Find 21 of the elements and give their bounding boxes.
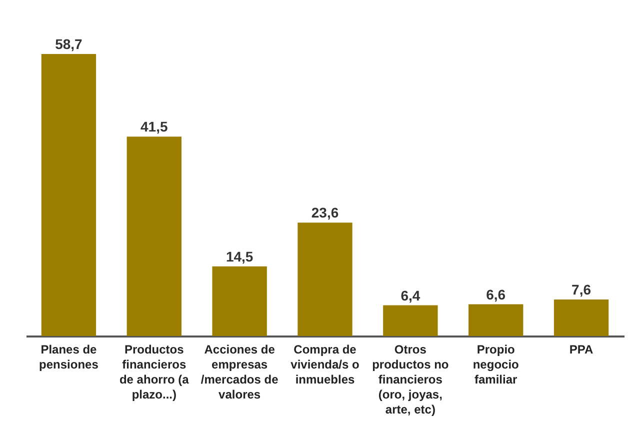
data-label: 14,5 [226,248,254,264]
x-tick-label: Productos financieros de ahorro (a plazo...) [119,342,190,402]
x-tick-label: Propio negocio familiar [472,342,519,386]
bar [41,54,96,336]
data-label: 6,6 [486,286,506,302]
x-tick-label: Otros productos no financieros (oro, joyas, arte, etc) [372,342,449,416]
x-tick-label: Acciones de empresas /mercados de valores [200,342,279,402]
data-label: 23,6 [311,204,339,221]
bar [298,222,352,336]
bar [126,136,182,336]
x-tick-label: Planes de pensiones [39,342,99,372]
data-label: 41,5 [140,118,168,135]
x-tick-label: PPA [569,342,594,356]
bar [468,304,524,336]
data-label: 58,7 [55,36,83,52]
data-label: 7,6 [572,281,592,298]
bar [212,266,267,336]
data-label: 6,4 [400,287,420,304]
bar [554,299,609,336]
x-tick-label: Compra de vivienda/s o inmuebles [290,342,360,386]
bar [383,305,438,336]
